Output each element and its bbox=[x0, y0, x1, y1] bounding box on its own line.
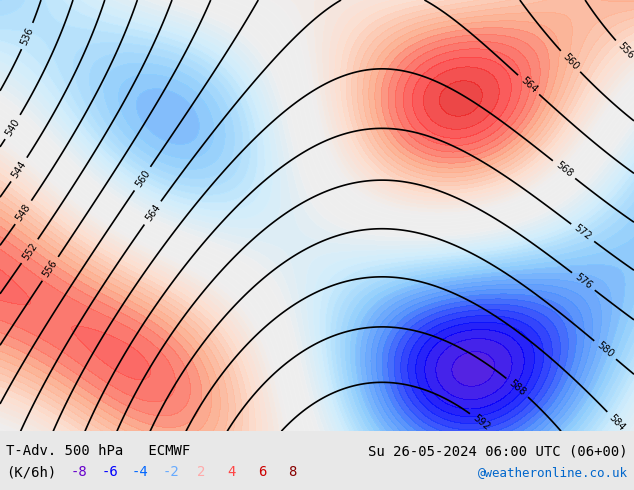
Text: 568: 568 bbox=[553, 160, 574, 179]
Text: 2: 2 bbox=[197, 466, 205, 479]
Text: 556: 556 bbox=[616, 41, 634, 61]
Text: 540: 540 bbox=[4, 117, 22, 138]
Text: 572: 572 bbox=[573, 223, 593, 243]
Text: 580: 580 bbox=[595, 340, 616, 360]
Text: 588: 588 bbox=[507, 378, 527, 397]
Text: 536: 536 bbox=[19, 25, 36, 47]
Text: 560: 560 bbox=[133, 168, 152, 189]
Text: 564: 564 bbox=[519, 75, 539, 95]
Text: 6: 6 bbox=[257, 466, 266, 479]
Text: -2: -2 bbox=[162, 466, 179, 479]
Text: -6: -6 bbox=[101, 466, 118, 479]
Text: Su 26-05-2024 06:00 UTC (06+00): Su 26-05-2024 06:00 UTC (06+00) bbox=[368, 444, 628, 458]
Text: 560: 560 bbox=[560, 51, 580, 72]
Text: T-Adv. 500 hPa   ECMWF: T-Adv. 500 hPa ECMWF bbox=[6, 444, 191, 458]
Text: 4: 4 bbox=[227, 466, 236, 479]
Text: 544: 544 bbox=[10, 159, 29, 180]
Text: 576: 576 bbox=[573, 272, 594, 291]
Text: @weatheronline.co.uk: @weatheronline.co.uk bbox=[477, 466, 628, 479]
Text: 556: 556 bbox=[41, 258, 60, 279]
Text: 8: 8 bbox=[288, 466, 297, 479]
Text: (K/6h): (K/6h) bbox=[6, 466, 56, 479]
Text: 548: 548 bbox=[14, 202, 33, 223]
Text: -8: -8 bbox=[71, 466, 87, 479]
Text: -4: -4 bbox=[132, 466, 148, 479]
Text: 592: 592 bbox=[471, 413, 492, 432]
Text: 552: 552 bbox=[20, 241, 39, 262]
Text: 584: 584 bbox=[607, 412, 627, 432]
Text: 564: 564 bbox=[143, 202, 162, 223]
